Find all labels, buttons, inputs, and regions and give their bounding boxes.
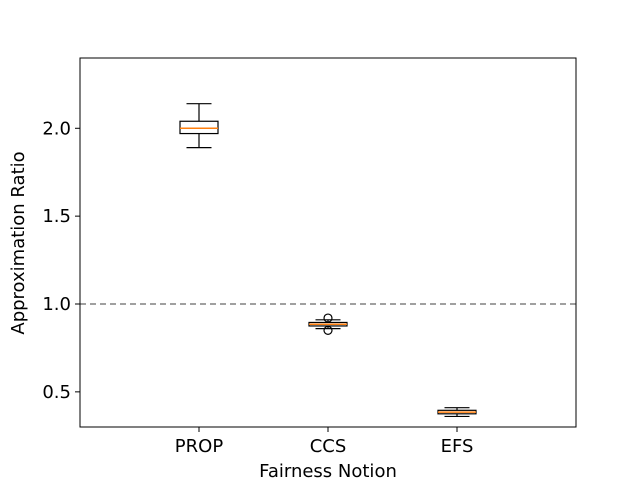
- plot-area-frame: [79, 57, 577, 428]
- y-tick-label: 1.5: [42, 206, 71, 227]
- y-tick-label: 0.5: [42, 382, 71, 403]
- outlier-point: [323, 313, 333, 323]
- x-tick-label: CCS: [310, 436, 347, 457]
- outlier-point: [323, 325, 333, 335]
- x-tick-label: EFS: [441, 436, 474, 457]
- box: [179, 120, 219, 135]
- y-tick-label: 2.0: [42, 118, 71, 139]
- x-tick-label: PROP: [175, 436, 224, 457]
- y-tick-label: 1.0: [42, 294, 71, 315]
- y-axis-label: Approximation Ratio: [8, 151, 29, 334]
- x-axis-label: Fairness Notion: [259, 461, 397, 480]
